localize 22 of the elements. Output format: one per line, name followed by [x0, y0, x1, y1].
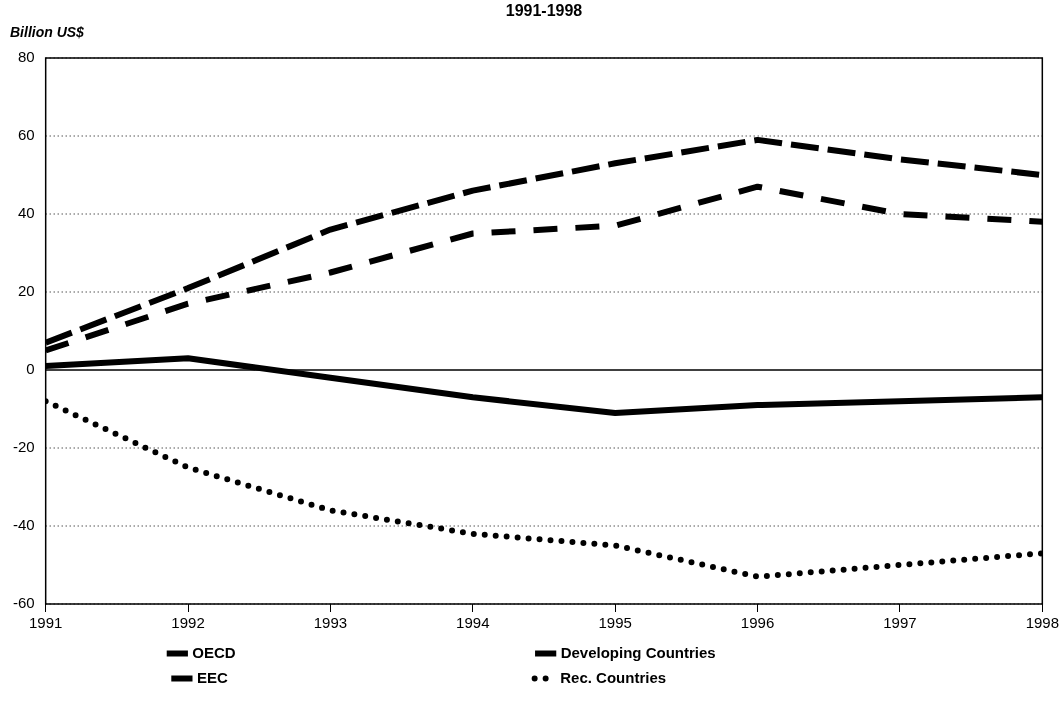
y-tick-label: 80 [17, 48, 35, 66]
y-tick-label: 0 [26, 360, 35, 378]
chart-title: 1991-1998 [505, 2, 583, 20]
x-tick-label: 1998 [1025, 614, 1059, 632]
y-tick-label: -20 [12, 438, 35, 456]
legend-label: EEC [196, 668, 528, 686]
x-tick-label: 1997 [883, 614, 917, 632]
y-tick-label: 20 [17, 282, 35, 300]
y-tick-label: 60 [17, 126, 35, 144]
x-tick-label: 1991 [28, 614, 63, 632]
x-tick-label: 1993 [313, 614, 348, 632]
x-tick-label: 1992 [171, 614, 205, 632]
x-tick-label: 1995 [598, 614, 632, 632]
y-tick-label: 40 [17, 204, 35, 222]
x-tick-label: 1994 [456, 614, 490, 632]
legend-label: Rec. Countries [560, 668, 884, 686]
y-tick-label: -40 [12, 516, 35, 534]
y-tick-label: -60 [12, 594, 35, 612]
x-tick-label: 1996 [740, 614, 775, 632]
legend-label: OECD [192, 643, 529, 661]
legend-label: Developing Countries [560, 643, 889, 661]
y-axis-title: Billion US$ [10, 23, 85, 40]
